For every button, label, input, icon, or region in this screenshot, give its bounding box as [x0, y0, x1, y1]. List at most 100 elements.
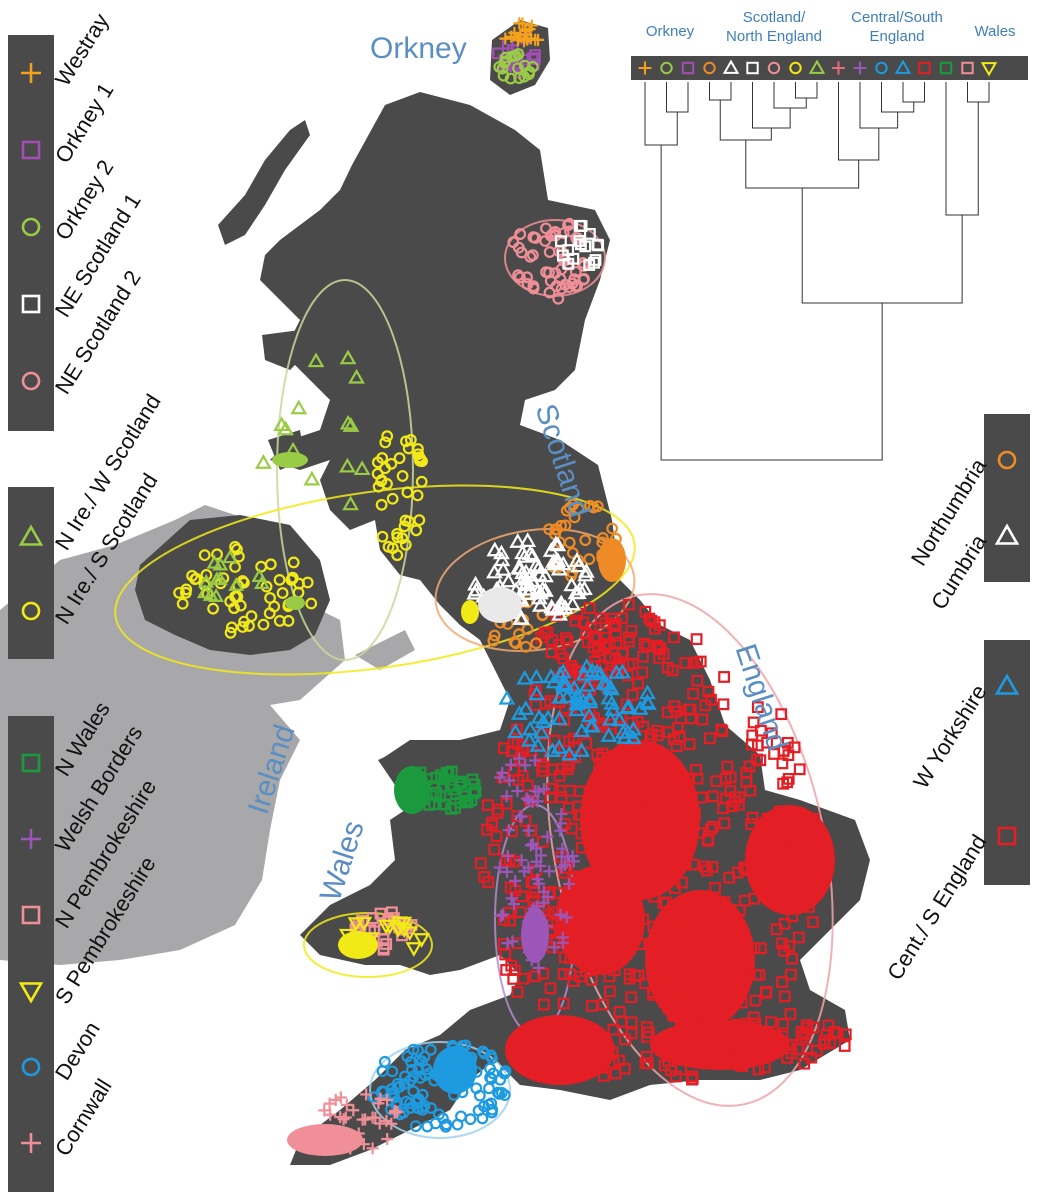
square-marker	[557, 968, 570, 980]
plus-marker	[344, 1142, 357, 1155]
triangle-marker	[530, 559, 548, 574]
circle-marker	[264, 558, 277, 571]
circle-marker	[767, 61, 781, 75]
triangle-marker	[542, 668, 560, 684]
circle-marker	[190, 572, 203, 585]
devon-markers	[367, 1039, 512, 1133]
square-marker	[632, 969, 645, 982]
square-marker	[569, 909, 582, 922]
square-marker	[770, 923, 783, 936]
square-marker	[746, 61, 759, 75]
plus-marker	[522, 824, 535, 837]
square-marker	[733, 791, 746, 804]
square-marker	[635, 938, 648, 951]
square-marker	[723, 942, 736, 955]
square-marker	[546, 763, 558, 776]
dendro-branch	[745, 140, 860, 189]
plus-marker	[323, 1097, 336, 1110]
triangle-marker	[568, 695, 586, 711]
plus-marker	[509, 874, 522, 887]
legend-panel-northumbria-cumbria	[984, 414, 1030, 582]
square-marker	[777, 744, 790, 757]
square-marker	[656, 827, 669, 840]
triangle-marker	[595, 674, 613, 690]
circle-marker	[543, 523, 556, 536]
plus-marker	[507, 898, 520, 911]
westray-markers	[499, 17, 545, 48]
circle-marker	[498, 1067, 511, 1080]
plus-marker	[352, 1127, 365, 1140]
dendro-branch	[752, 82, 791, 129]
plus-marker	[541, 830, 554, 843]
triangle-marker	[551, 710, 568, 726]
circle-marker	[508, 636, 521, 649]
plus-marker	[531, 873, 544, 886]
square-marker	[781, 1039, 794, 1051]
square-marker	[569, 614, 582, 627]
square-marker	[740, 775, 753, 788]
plus-marker	[526, 838, 539, 851]
triangle-marker	[547, 535, 565, 551]
square-marker	[562, 759, 575, 772]
triangle-marker	[722, 59, 740, 74]
square-marker	[664, 1064, 677, 1077]
circle-marker	[285, 574, 298, 586]
circle-marker	[376, 530, 389, 543]
square-marker	[597, 998, 609, 1011]
plus-marker	[500, 790, 513, 803]
triangle-marker	[568, 552, 586, 567]
square-marker	[511, 986, 524, 998]
plus-marker	[21, 63, 41, 83]
circle-marker	[409, 1120, 422, 1133]
triangle-marker	[576, 580, 593, 595]
triangle-marker	[554, 675, 572, 691]
square-marker	[659, 772, 672, 785]
square-marker	[596, 1062, 609, 1074]
circle-marker	[591, 500, 604, 513]
circle-marker	[439, 1120, 452, 1133]
circle-marker	[518, 59, 531, 72]
circle-icon	[21, 371, 41, 391]
square-marker	[663, 1002, 676, 1015]
triangle-marker	[517, 570, 535, 586]
square-marker	[643, 937, 656, 950]
square-marker	[782, 772, 795, 785]
circle-marker	[552, 292, 565, 305]
circle-marker	[521, 271, 533, 284]
plus-marker	[563, 878, 576, 890]
circle-marker	[406, 1063, 418, 1076]
square-marker	[684, 703, 697, 716]
circle-marker	[562, 281, 575, 294]
square-marker	[641, 640, 654, 653]
n-wales-fill	[394, 766, 430, 814]
square-marker	[670, 705, 683, 718]
square-marker	[637, 913, 649, 926]
square-marker	[623, 658, 635, 671]
square-marker	[730, 1018, 743, 1031]
dendro-branch	[859, 82, 899, 129]
square-marker	[625, 991, 638, 1004]
square-marker	[606, 1046, 619, 1059]
triangle-marker	[554, 663, 572, 679]
circle-marker	[543, 286, 556, 299]
triangle-marker	[339, 457, 356, 473]
plus-icon	[21, 63, 41, 83]
circle-marker	[412, 448, 425, 461]
triangle-marker	[348, 368, 365, 384]
square-marker	[653, 619, 666, 632]
plus-marker	[567, 855, 580, 868]
plus-marker	[366, 1111, 379, 1124]
circle-marker	[198, 549, 211, 562]
triangle-marker	[222, 549, 238, 564]
square-marker	[759, 1061, 771, 1074]
triangle-marker	[611, 711, 628, 727]
square-marker	[681, 61, 695, 75]
square-marker	[651, 729, 664, 742]
plus-marker	[532, 785, 545, 798]
square-marker	[514, 906, 527, 918]
triangle-marker	[631, 700, 649, 715]
square-marker	[377, 933, 390, 946]
square-marker	[751, 753, 763, 766]
plus-marker	[519, 759, 532, 772]
